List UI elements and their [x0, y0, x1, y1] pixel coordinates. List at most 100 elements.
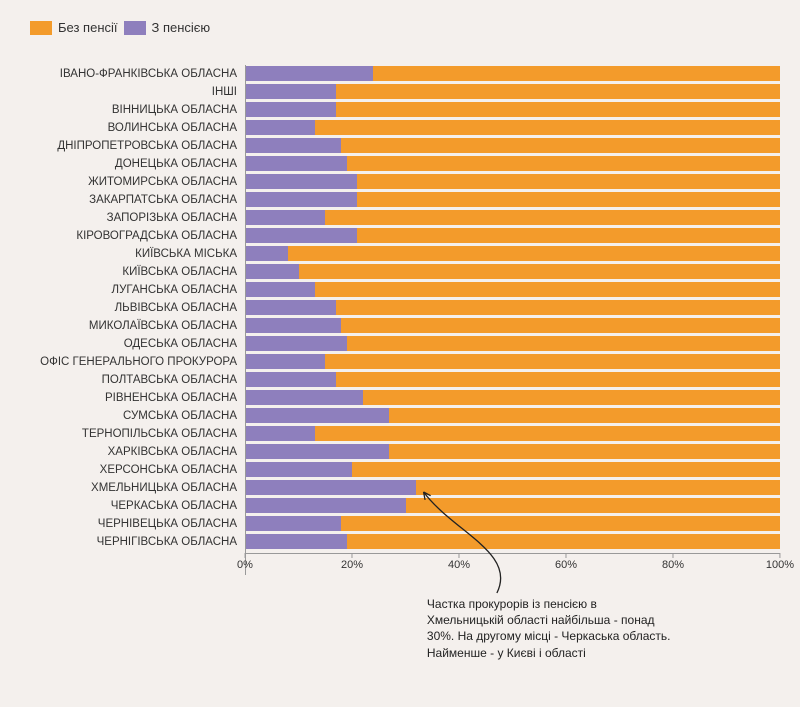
bar-label: КИЇВСЬКА МІСЬКА: [10, 245, 245, 263]
bar-segment-without-pension: [389, 444, 780, 459]
bar-label: ІВАНО-ФРАНКІВСЬКА ОБЛАСНА: [10, 65, 245, 83]
legend: Без пенсії З пенсією: [30, 20, 780, 35]
bar-row: [245, 425, 780, 443]
bar-segment-with-pension: [245, 138, 341, 153]
bar-segment-without-pension: [299, 264, 781, 279]
bar-segment-with-pension: [245, 102, 336, 117]
bar-row: [245, 281, 780, 299]
bar-segment-with-pension: [245, 480, 416, 495]
bar-segment-without-pension: [336, 102, 780, 117]
bar-label: МИКОЛАЇВСЬКА ОБЛАСНА: [10, 317, 245, 335]
bar-segment-with-pension: [245, 318, 341, 333]
bar-segment-with-pension: [245, 156, 347, 171]
x-axis: 0%20%40%60%80%100%: [245, 553, 780, 575]
bar-segment-without-pension: [357, 228, 780, 243]
bar-segment-with-pension: [245, 390, 363, 405]
bar-segment-without-pension: [336, 84, 780, 99]
bar-row: [245, 227, 780, 245]
bar-label: ОФІС ГЕНЕРАЛЬНОГО ПРОКУРОРА: [10, 353, 245, 371]
bar-label: ХАРКІВСЬКА ОБЛАСНА: [10, 443, 245, 461]
bar-segment-with-pension: [245, 66, 373, 81]
bar-segment-without-pension: [373, 66, 780, 81]
bar-label: ВОЛИНСЬКА ОБЛАСНА: [10, 119, 245, 137]
bar-row: [245, 299, 780, 317]
bar-row: [245, 515, 780, 533]
bar-row: [245, 497, 780, 515]
bar-segment-with-pension: [245, 462, 352, 477]
plot-area: 0%20%40%60%80%100% Частка прокурорів із …: [245, 65, 780, 575]
legend-swatch-without: [30, 21, 52, 35]
bar-label: КИЇВСЬКА ОБЛАСНА: [10, 263, 245, 281]
bar-segment-with-pension: [245, 228, 357, 243]
bar-segment-with-pension: [245, 372, 336, 387]
bar-segment-without-pension: [416, 480, 780, 495]
bar-segment-with-pension: [245, 444, 389, 459]
bar-row: [245, 335, 780, 353]
y-axis-labels: ІВАНО-ФРАНКІВСЬКА ОБЛАСНАІНШІВІННИЦЬКА О…: [10, 65, 245, 575]
bar-segment-without-pension: [357, 192, 780, 207]
chart: ІВАНО-ФРАНКІВСЬКА ОБЛАСНАІНШІВІННИЦЬКА О…: [10, 65, 780, 575]
bar-segment-without-pension: [352, 462, 780, 477]
bar-label: СУМСЬКА ОБЛАСНА: [10, 407, 245, 425]
x-tick: 100%: [766, 554, 794, 571]
bar-label: ЧЕРНІГІВСЬКА ОБЛАСНА: [10, 533, 245, 551]
legend-label-without: Без пенсії: [58, 20, 118, 35]
bar-segment-without-pension: [325, 354, 780, 369]
bar-segment-without-pension: [315, 120, 780, 135]
bar-label: ЖИТОМИРСЬКА ОБЛАСНА: [10, 173, 245, 191]
bar-row: [245, 479, 780, 497]
bar-segment-without-pension: [288, 246, 780, 261]
bar-row: [245, 209, 780, 227]
x-tick: 40%: [448, 554, 470, 571]
bar-segment-without-pension: [406, 498, 781, 513]
bar-segment-with-pension: [245, 246, 288, 261]
bar-segment-with-pension: [245, 534, 347, 549]
x-tick: 60%: [555, 554, 577, 571]
bar-label: ЛЬВІВСЬКА ОБЛАСНА: [10, 299, 245, 317]
y-axis-line: [245, 65, 246, 575]
bar-row: [245, 137, 780, 155]
bar-segment-without-pension: [336, 300, 780, 315]
bar-row: [245, 83, 780, 101]
bar-segment-without-pension: [341, 516, 780, 531]
bar-segment-without-pension: [341, 138, 780, 153]
bar-label: ДОНЕЦЬКА ОБЛАСНА: [10, 155, 245, 173]
bar-row: [245, 173, 780, 191]
bar-row: [245, 317, 780, 335]
bar-label: ЛУГАНСЬКА ОБЛАСНА: [10, 281, 245, 299]
legend-label-with: З пенсією: [152, 20, 211, 35]
bar-label: РІВНЕНСЬКА ОБЛАСНА: [10, 389, 245, 407]
bar-label: ХЕРСОНСЬКА ОБЛАСНА: [10, 461, 245, 479]
annotation-text: Частка прокурорів із пенсією в Хмельниць…: [427, 596, 677, 661]
bar-segment-with-pension: [245, 300, 336, 315]
x-tick: 20%: [341, 554, 363, 571]
bar-label: ЧЕРКАСЬКА ОБЛАСНА: [10, 497, 245, 515]
bar-row: [245, 533, 780, 551]
bar-row: [245, 389, 780, 407]
bar-row: [245, 353, 780, 371]
bar-row: [245, 407, 780, 425]
bar-segment-without-pension: [363, 390, 780, 405]
bar-row: [245, 65, 780, 83]
bar-label: КІРОВОГРАДСЬКА ОБЛАСНА: [10, 227, 245, 245]
bar-segment-with-pension: [245, 408, 389, 423]
x-tick: 0%: [237, 554, 253, 571]
bar-label: ЗАПОРІЗЬКА ОБЛАСНА: [10, 209, 245, 227]
bar-segment-with-pension: [245, 498, 406, 513]
bar-segment-with-pension: [245, 192, 357, 207]
bar-segment-without-pension: [341, 318, 780, 333]
bar-segment-with-pension: [245, 516, 341, 531]
bar-segment-with-pension: [245, 426, 315, 441]
bar-label: ТЕРНОПІЛЬСЬКА ОБЛАСНА: [10, 425, 245, 443]
bar-row: [245, 119, 780, 137]
bar-label: ПОЛТАВСЬКА ОБЛАСНА: [10, 371, 245, 389]
bar-row: [245, 191, 780, 209]
bar-label: ЗАКАРПАТСЬКА ОБЛАСНА: [10, 191, 245, 209]
bar-segment-without-pension: [315, 282, 780, 297]
bar-label: ІНШІ: [10, 83, 245, 101]
bar-row: [245, 461, 780, 479]
bar-segment-without-pension: [315, 426, 780, 441]
bar-segment-without-pension: [347, 336, 780, 351]
bar-label: ОДЕСЬКА ОБЛАСНА: [10, 335, 245, 353]
x-tick: 80%: [662, 554, 684, 571]
